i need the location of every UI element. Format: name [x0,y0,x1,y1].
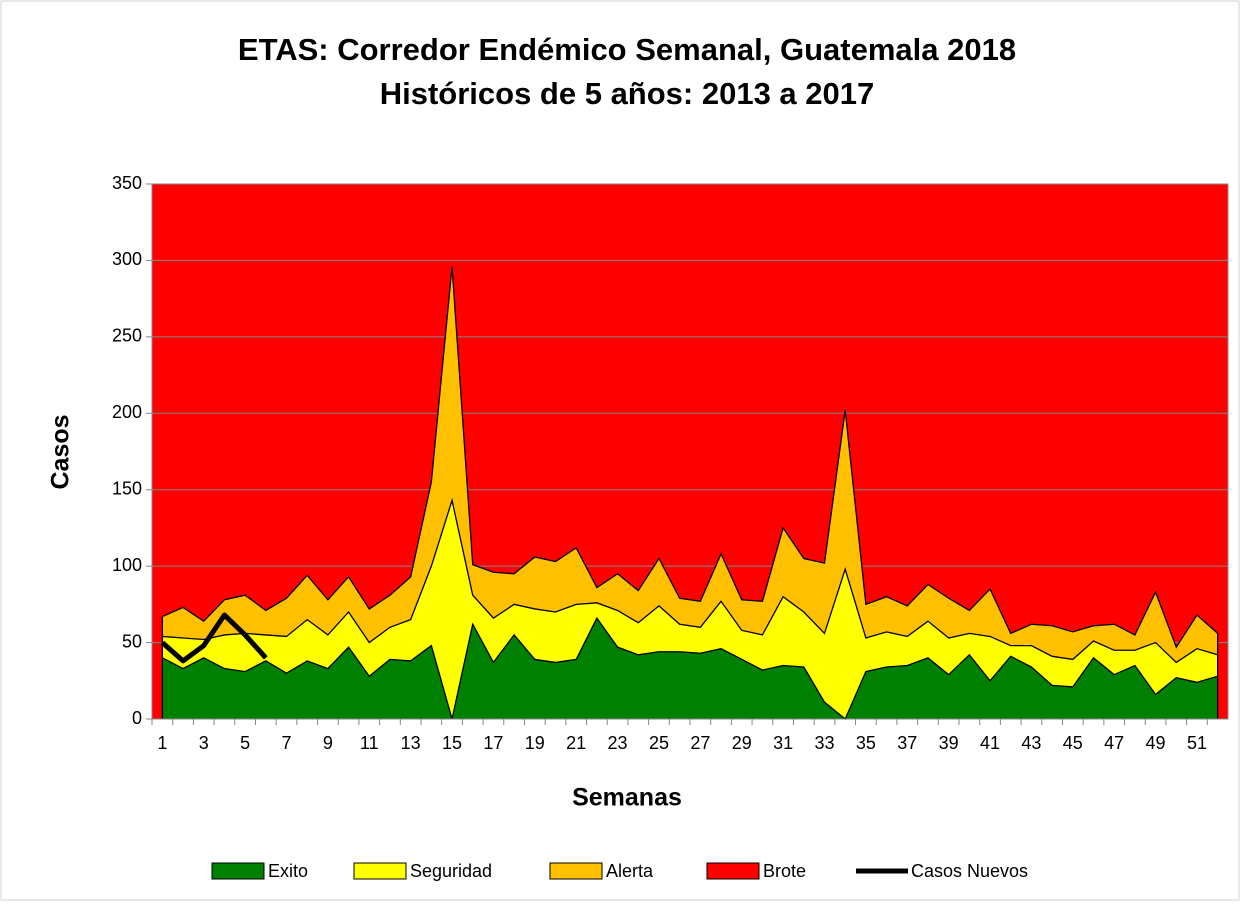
x-tick-label: 13 [401,733,421,753]
area-outline [162,616,1218,721]
y-axis-title: Casos [47,414,75,489]
y-tick-label: 0 [132,708,142,728]
y-tick-label: 250 [112,326,142,346]
legend-label: Brote [763,861,806,881]
legend-label: Alerta [606,861,654,881]
x-tick-label: 9 [323,733,333,753]
x-tick-label: 21 [566,733,586,753]
area [162,500,1218,719]
legend-swatch [706,862,760,880]
line [160,612,268,664]
legend-label: Seguridad [410,861,492,881]
y-tick-label: 50 [122,631,142,651]
x-tick-label: 29 [732,733,752,753]
legend-label: Casos Nuevos [911,861,1028,881]
x-axis-title: Semanas [572,784,682,812]
legend-swatch [549,862,603,880]
x-tick-label: 45 [1063,733,1083,753]
x-tick-label: 49 [1146,733,1166,753]
x-tick-label: 27 [690,733,710,753]
legend-label: Exito [268,861,308,881]
y-tick-label: 100 [112,555,142,575]
x-tick-label: 17 [483,733,503,753]
chart-title: ETAS: Corredor Endémico Semanal, Guatema… [238,32,1016,67]
x-tick-label: 37 [897,733,917,753]
x-tick-label: 3 [199,733,209,753]
x-tick-label: 7 [281,733,291,753]
area [162,266,1218,663]
area-outline [162,266,1219,649]
legend-swatch [353,862,407,880]
x-tick-label: 23 [608,733,628,753]
x-tick-label: 5 [240,733,250,753]
x-tick-label: 51 [1187,733,1207,753]
x-tick-label: 15 [442,733,462,753]
y-tick-label: 150 [112,478,142,498]
x-tick-label: 25 [649,733,669,753]
x-tick-label: 47 [1104,733,1124,753]
x-tick-label: 35 [856,733,876,753]
x-tick-label: 11 [360,733,379,753]
y-tick-label: 200 [112,402,142,422]
x-tick-label: 19 [525,733,545,753]
area [162,618,1218,719]
y-tick-label: 300 [112,249,142,269]
chart-subtitle: Históricos de 5 años: 2013 a 2017 [380,76,875,111]
x-tick-label: 39 [939,733,959,753]
x-tick-label: 41 [980,733,1000,753]
x-tick-label: 33 [814,733,834,753]
area-outline [162,497,1218,664]
y-tick-label: 350 [112,173,142,193]
legend-swatch [211,862,265,880]
x-tick-label: 1 [157,733,167,753]
x-tick-label: 31 [773,733,793,753]
x-tick-label: 43 [1021,733,1041,753]
